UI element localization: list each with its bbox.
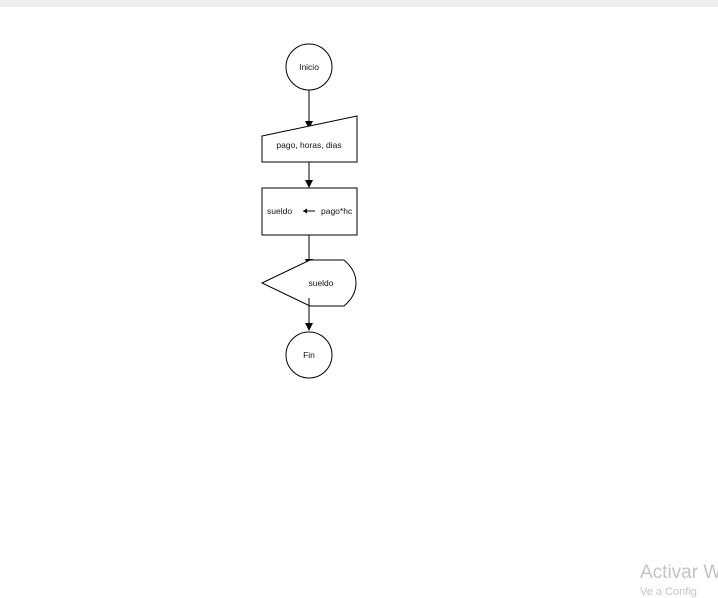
process-expression: pago*hc [321,206,353,216]
start-label: Inicio [299,62,319,72]
assignment-arrow-icon [303,208,307,214]
process-node[interactable]: sueldo pago*hc [261,187,358,236]
top-border-strip [0,0,718,7]
activation-watermark-subtext: Ve a Config [640,586,697,598]
start-node[interactable]: Inicio [285,43,333,91]
input-node[interactable]: pago, horas, dias [261,115,358,163]
end-node[interactable]: Fin [285,331,333,379]
process-target: sueldo [267,206,292,216]
end-label: Fin [303,350,315,360]
output-node[interactable]: sueldo [260,259,357,307]
input-label: pago, horas, dias [276,140,341,150]
activation-watermark: Activar W [640,562,718,583]
output-label: sueldo [308,278,333,288]
